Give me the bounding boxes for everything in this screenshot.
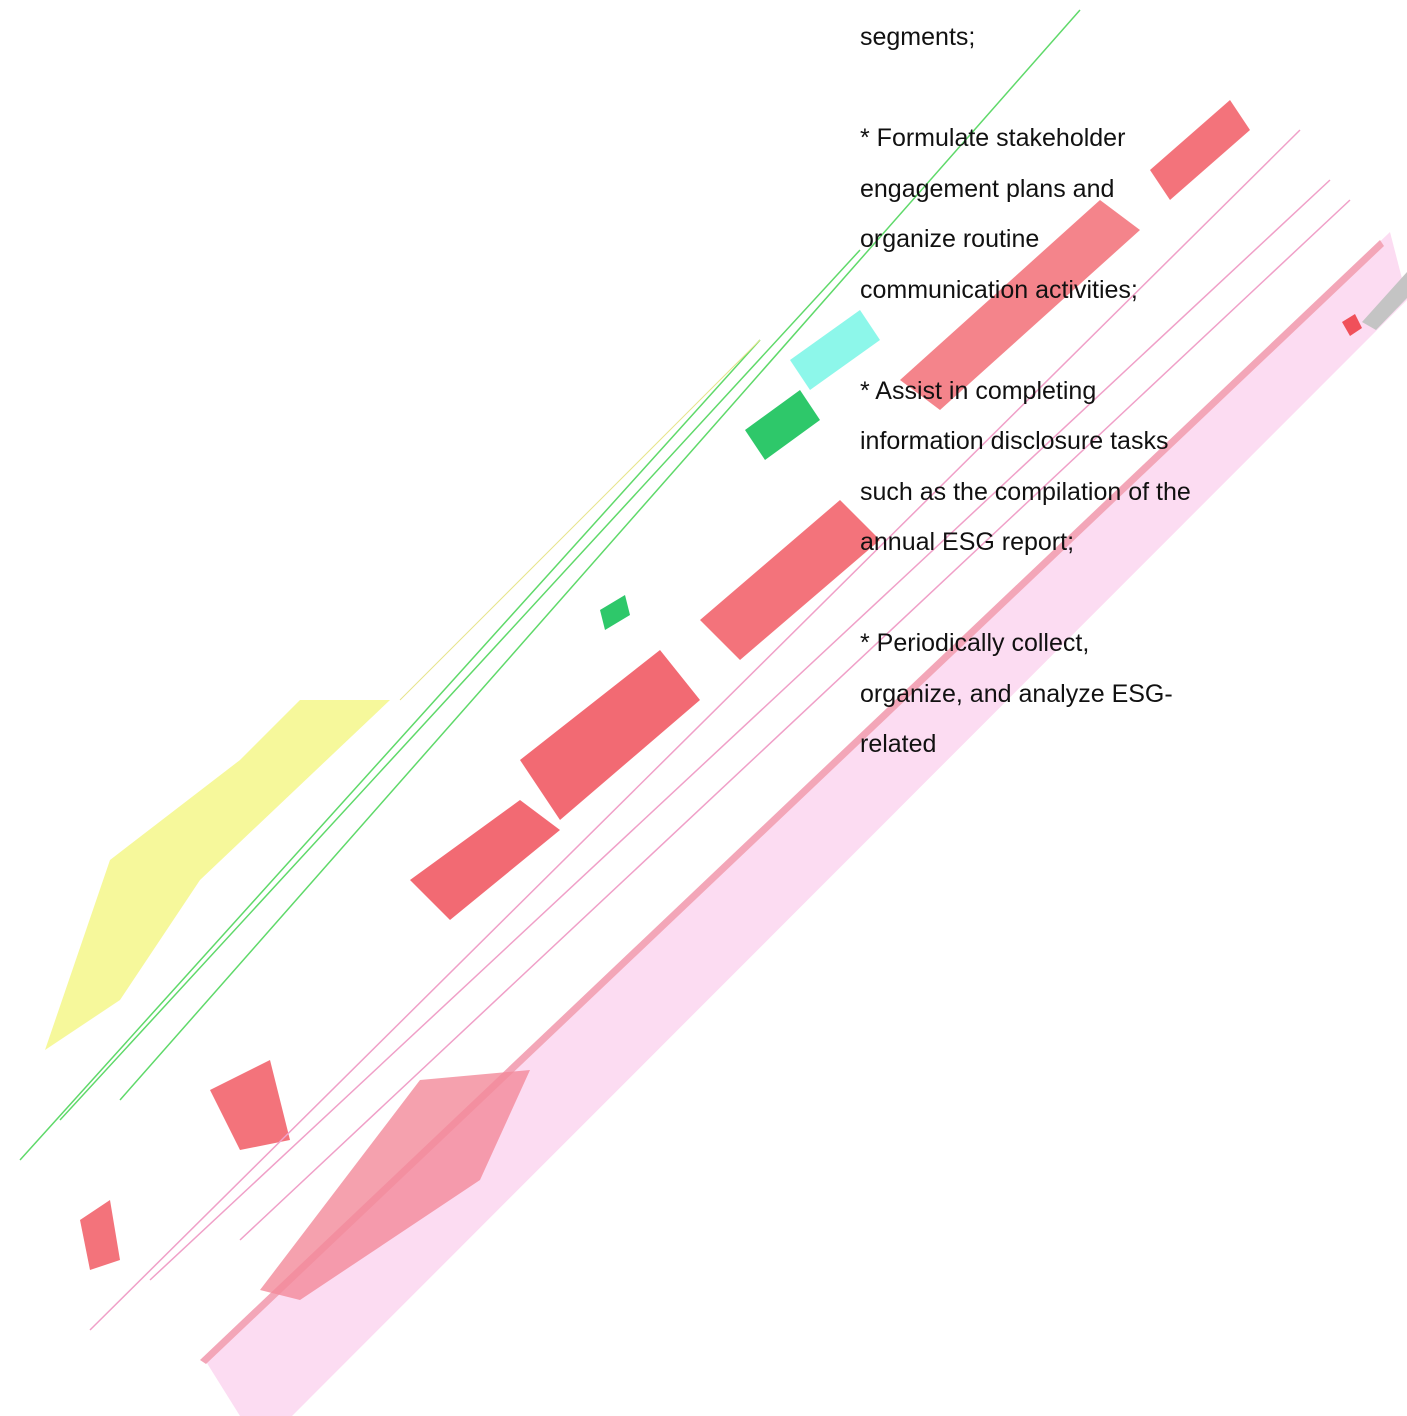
red-shape: [260, 1070, 530, 1300]
red-shape: [520, 650, 700, 820]
streak: [19, 339, 761, 1161]
red-shape: [700, 500, 880, 660]
text-content: segments; * Formulate stakeholder engage…: [860, 12, 1195, 820]
streak: [149, 179, 1331, 1281]
red-shape: [410, 800, 560, 920]
green-streaks: [19, 9, 1081, 1161]
streak: [119, 9, 1081, 1101]
yellow-streak: [399, 339, 761, 701]
red-shape: [900, 200, 1140, 410]
green-shape: [745, 390, 820, 460]
gray-block: [1362, 272, 1407, 330]
red-shape: [1150, 100, 1250, 200]
pink-streaks: [89, 129, 1351, 1331]
paragraph: * Periodically collect, organize, and an…: [860, 629, 1173, 758]
cyan-shape: [790, 310, 880, 390]
red-block: [1342, 314, 1362, 336]
paragraph: segments;: [860, 23, 976, 51]
paragraph: * Assist in completing information discl…: [860, 376, 1191, 557]
green-shape: [600, 595, 630, 630]
streak: [239, 199, 1351, 1241]
streak: [89, 129, 1301, 1331]
paragraph: * Formulate stakeholder engagement plans…: [860, 124, 1138, 304]
streak: [59, 249, 861, 1121]
red-shape: [210, 1060, 290, 1150]
yellow-shape: [45, 700, 390, 1050]
red-shape: [80, 1200, 120, 1270]
